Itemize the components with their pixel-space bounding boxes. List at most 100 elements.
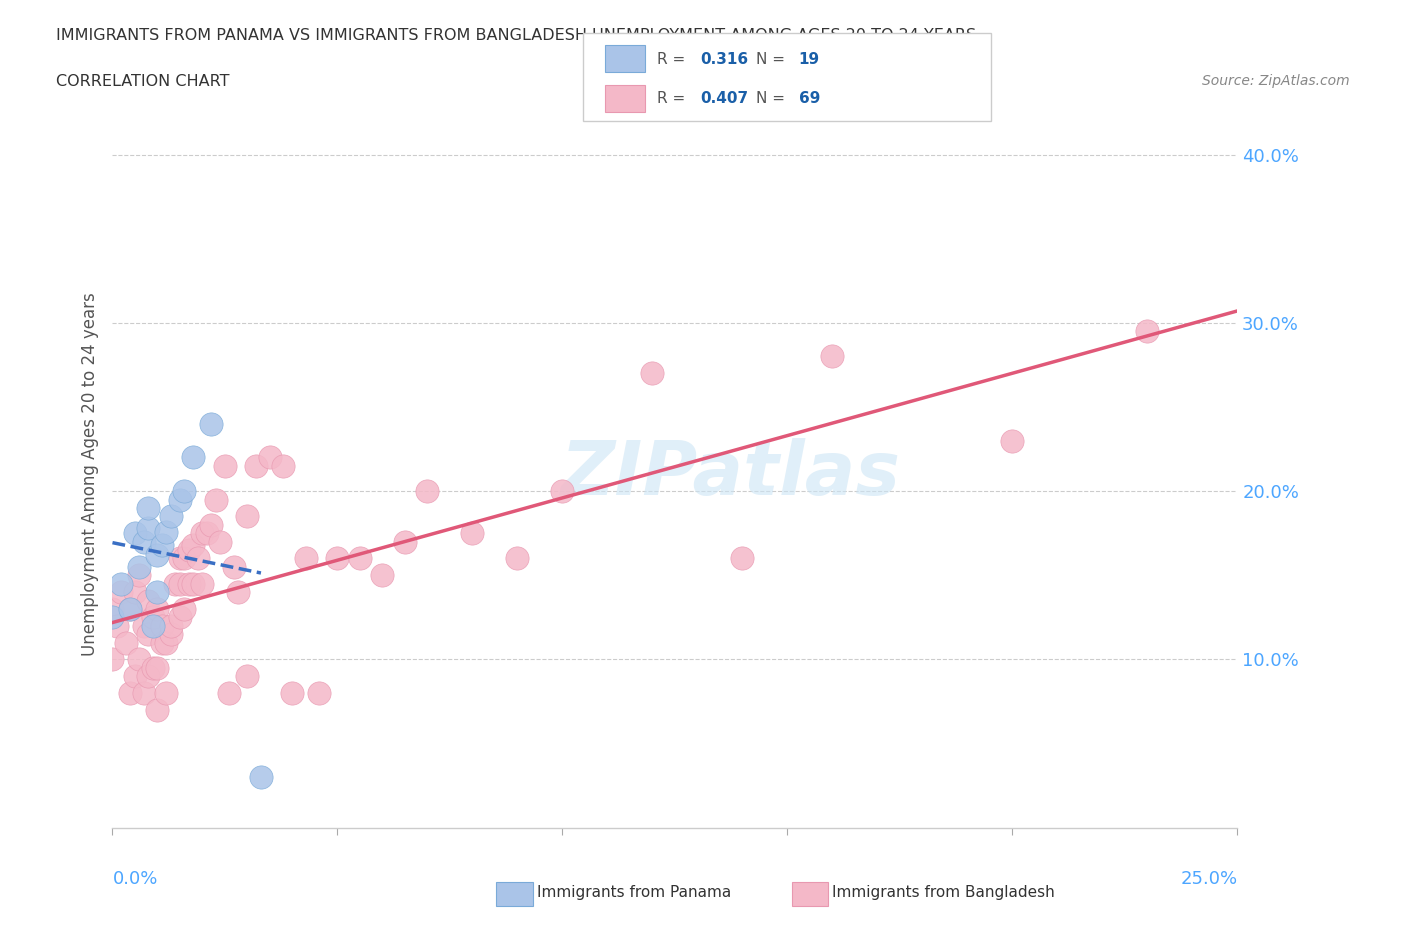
Point (142, 610, 165, 625)
Point (183, 577, 205, 591)
Point (183, 538, 205, 552)
Point (165, 577, 187, 591)
Point (214, 458, 236, 473)
Point (209, 534, 232, 549)
Point (218, 685, 240, 700)
Point (120, 602, 142, 617)
Text: 0.407: 0.407 (700, 91, 748, 106)
Text: N =: N = (756, 52, 790, 67)
Text: R =: R = (657, 52, 690, 67)
Point (295, 551, 318, 565)
Point (155, 525, 177, 539)
Point (120, 685, 142, 700)
Point (236, 669, 259, 684)
Text: N =: N = (756, 91, 790, 106)
Point (146, 585, 169, 600)
Point (416, 484, 439, 498)
Point (506, 551, 529, 565)
Point (101, 652, 124, 667)
Point (273, 458, 295, 473)
Point (138, 669, 160, 684)
Point (150, 635, 173, 650)
Point (259, 450, 281, 465)
Point (821, 349, 844, 364)
Point (132, 685, 155, 700)
Point (101, 610, 124, 625)
Point (173, 484, 195, 498)
Point (551, 484, 574, 498)
Point (132, 618, 155, 633)
Point (191, 577, 214, 591)
Point (222, 560, 245, 575)
Point (124, 525, 146, 540)
Point (142, 660, 165, 675)
Point (128, 560, 150, 575)
Point (191, 525, 214, 540)
Point (326, 551, 349, 565)
Point (146, 660, 169, 675)
Point (349, 551, 371, 565)
Point (183, 450, 205, 465)
Text: IMMIGRANTS FROM PANAMA VS IMMIGRANTS FROM BANGLADESH UNEMPLOYMENT AMONG AGES 20 : IMMIGRANTS FROM PANAMA VS IMMIGRANTS FRO… (56, 28, 976, 43)
Point (245, 458, 267, 473)
Point (138, 500, 160, 515)
Point (236, 509, 259, 524)
Point (461, 525, 484, 540)
Point (160, 509, 183, 524)
Point (132, 534, 155, 549)
Point (105, 618, 128, 633)
Point (281, 685, 304, 700)
Point (205, 492, 228, 507)
Point (124, 669, 146, 684)
Point (124, 585, 146, 600)
Point (200, 517, 222, 532)
Point (169, 551, 191, 565)
Point (146, 702, 169, 717)
Point (1001, 433, 1024, 448)
Point (731, 551, 754, 565)
Point (308, 685, 330, 700)
Point (150, 538, 173, 552)
Text: CORRELATION CHART: CORRELATION CHART (56, 74, 229, 89)
Point (177, 577, 200, 591)
Point (371, 568, 394, 583)
Text: 69: 69 (799, 91, 820, 106)
Point (128, 652, 150, 667)
Point (177, 542, 200, 557)
Point (641, 365, 664, 380)
Point (169, 610, 191, 625)
Point (200, 417, 222, 432)
Point (173, 551, 195, 565)
Point (155, 635, 177, 650)
Point (173, 602, 195, 617)
Point (195, 525, 218, 540)
Point (394, 534, 416, 549)
Text: Immigrants from Panama: Immigrants from Panama (537, 885, 731, 900)
Y-axis label: Unemployment Among Ages 20 to 24 years: Unemployment Among Ages 20 to 24 years (80, 292, 98, 657)
Point (138, 521, 160, 536)
Point (138, 593, 160, 608)
Point (169, 577, 191, 591)
Point (250, 770, 273, 785)
Text: 0.316: 0.316 (700, 52, 748, 67)
Point (187, 551, 209, 565)
Point (155, 685, 177, 700)
Point (146, 602, 169, 617)
Text: 0.0%: 0.0% (112, 870, 157, 888)
Text: Immigrants from Bangladesh: Immigrants from Bangladesh (832, 885, 1054, 900)
Text: 25.0%: 25.0% (1180, 870, 1237, 888)
Text: R =: R = (657, 91, 690, 106)
Point (150, 618, 173, 633)
Point (142, 618, 165, 633)
Point (1136, 324, 1159, 339)
Text: 19: 19 (799, 52, 820, 67)
Point (110, 585, 132, 600)
Point (146, 548, 169, 563)
Point (228, 585, 250, 600)
Point (138, 627, 160, 642)
Point (128, 568, 150, 583)
Text: Source: ZipAtlas.com: Source: ZipAtlas.com (1202, 74, 1350, 88)
Point (160, 618, 183, 633)
Point (160, 627, 183, 642)
Point (120, 602, 142, 617)
